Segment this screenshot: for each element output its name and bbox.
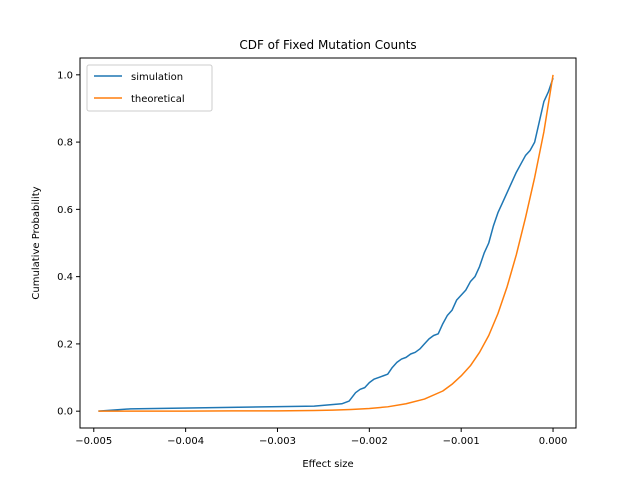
x-tick-label: −0.001 (443, 436, 480, 447)
series-line-theoretical (98, 74, 554, 412)
legend-label-theoretical: theoretical (131, 94, 185, 105)
x-axis: −0.005 −0.004 −0.003 −0.002 −0.001 0.000 (75, 428, 567, 447)
y-tick-label: 0.4 (57, 272, 73, 283)
series-line-simulation (98, 77, 554, 412)
x-axis-label: Effect size (302, 459, 353, 470)
x-tick-label: −0.003 (259, 436, 296, 447)
y-axis-label: Cumulative Probability (31, 186, 42, 299)
y-tick-label: 1.0 (57, 70, 73, 81)
y-tick-label: 0.6 (57, 205, 73, 216)
y-tick-label: 0.8 (57, 138, 73, 149)
y-tick-label: 0.0 (57, 407, 73, 418)
y-tick-label: 0.2 (57, 339, 73, 350)
chart-title: CDF of Fixed Mutation Counts (239, 38, 416, 52)
legend-label-simulation: simulation (131, 72, 183, 83)
series-layer (98, 74, 554, 412)
x-tick-label: −0.002 (351, 436, 388, 447)
x-tick-label: −0.005 (75, 436, 112, 447)
plot-frame (79, 57, 577, 429)
legend: simulation theoretical (86, 64, 213, 112)
y-axis: 0.0 0.2 0.4 0.6 0.8 1.0 (57, 70, 80, 418)
x-tick-label: 0.000 (539, 436, 568, 447)
x-tick-label: −0.004 (167, 436, 204, 447)
